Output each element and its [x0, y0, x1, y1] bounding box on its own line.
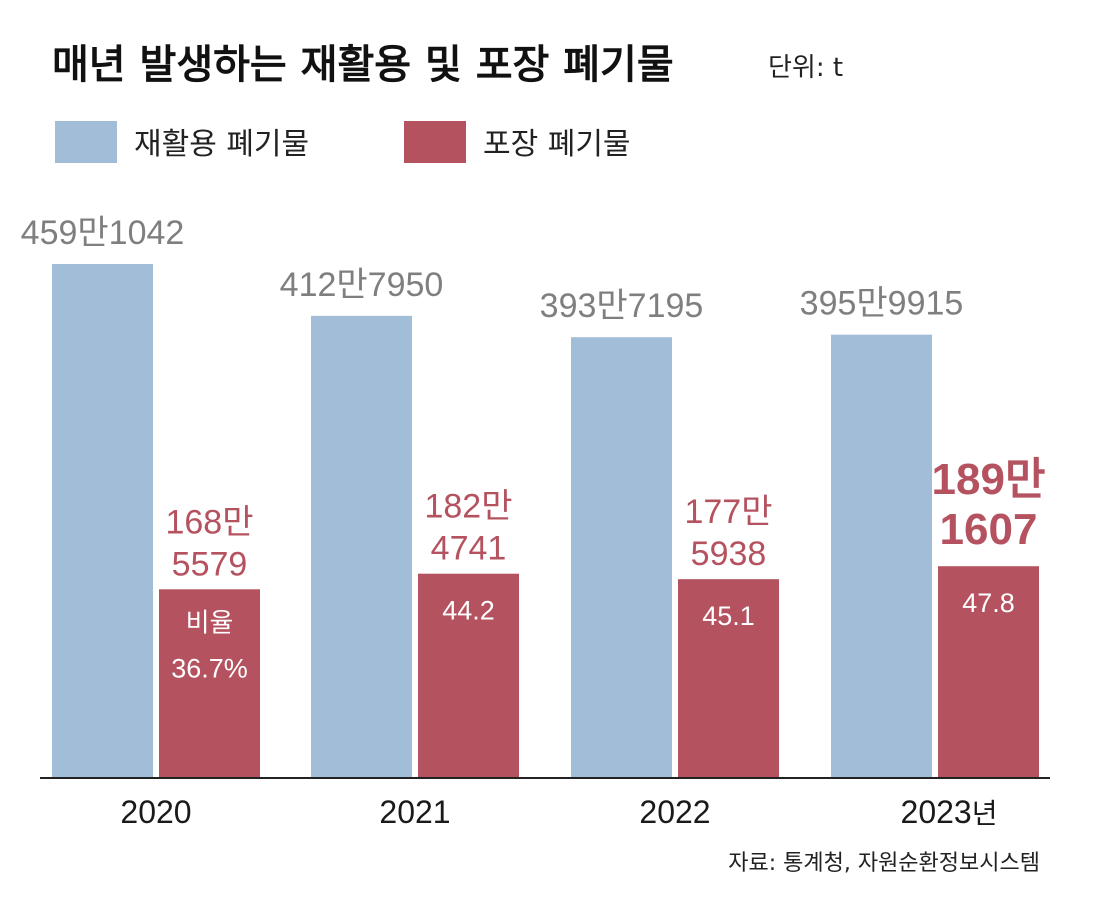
bar-packaging-2023 [938, 566, 1039, 778]
bar-packaging-2020 [159, 589, 260, 778]
legend-swatch-packaging [404, 121, 466, 163]
label-recycle-2022: 393만7195 [540, 287, 704, 325]
bar-recycle-2023 [831, 334, 932, 778]
chart-title: 매년 발생하는 재활용 및 포장 폐기물 [52, 42, 674, 88]
label-recycle-2023: 395만9915 [800, 285, 964, 323]
ratio-2020: 36.7% [171, 653, 248, 683]
x-tick-2020: 2020 [120, 794, 191, 830]
legend-label-packaging: 포장 폐기물 [483, 127, 631, 162]
label-packaging-2022-line2: 5938 [691, 535, 767, 573]
bar-recycle-2021 [311, 315, 412, 778]
bar-recycle-2020 [52, 264, 153, 778]
bar-packaging-2021 [418, 573, 519, 778]
bar-recycle-2022 [571, 337, 672, 778]
x-tick-2022: 2022 [639, 794, 710, 830]
label-packaging-2022-line1: 177만 [684, 493, 772, 531]
legend-label-recycle: 재활용 폐기물 [134, 127, 309, 162]
plot-area: 459만1042 168만 5579 비율 36.7% 2020 412만7950 182만 4… [21, 214, 1050, 830]
unit-label: 단위: t [768, 53, 843, 83]
label-packaging-2023-line2: 1607 [940, 505, 1038, 554]
ratio-title: 비율 [186, 608, 234, 638]
label-packaging-2023-line1: 189만 [932, 455, 1046, 504]
ratio-2022: 45.1 [702, 601, 755, 631]
legend-swatch-recycle [55, 121, 117, 163]
ratio-2023: 47.8 [962, 588, 1015, 618]
label-recycle-2020: 459만1042 [21, 214, 185, 252]
label-recycle-2021: 412만7950 [280, 266, 444, 304]
label-packaging-2020-line2: 5579 [172, 545, 248, 583]
ratio-2021: 44.2 [442, 596, 495, 626]
label-packaging-2021-line1: 182만 [424, 488, 512, 526]
label-packaging-2021-line2: 4741 [431, 530, 507, 568]
label-packaging-2020-line1: 168만 [165, 503, 253, 541]
bar-packaging-2022 [678, 579, 779, 778]
x-tick-2023: 2023년 [901, 794, 998, 830]
source-note: 자료: 통계청, 자원순환정보시스템 [728, 851, 1040, 876]
x-tick-2021: 2021 [379, 794, 450, 830]
